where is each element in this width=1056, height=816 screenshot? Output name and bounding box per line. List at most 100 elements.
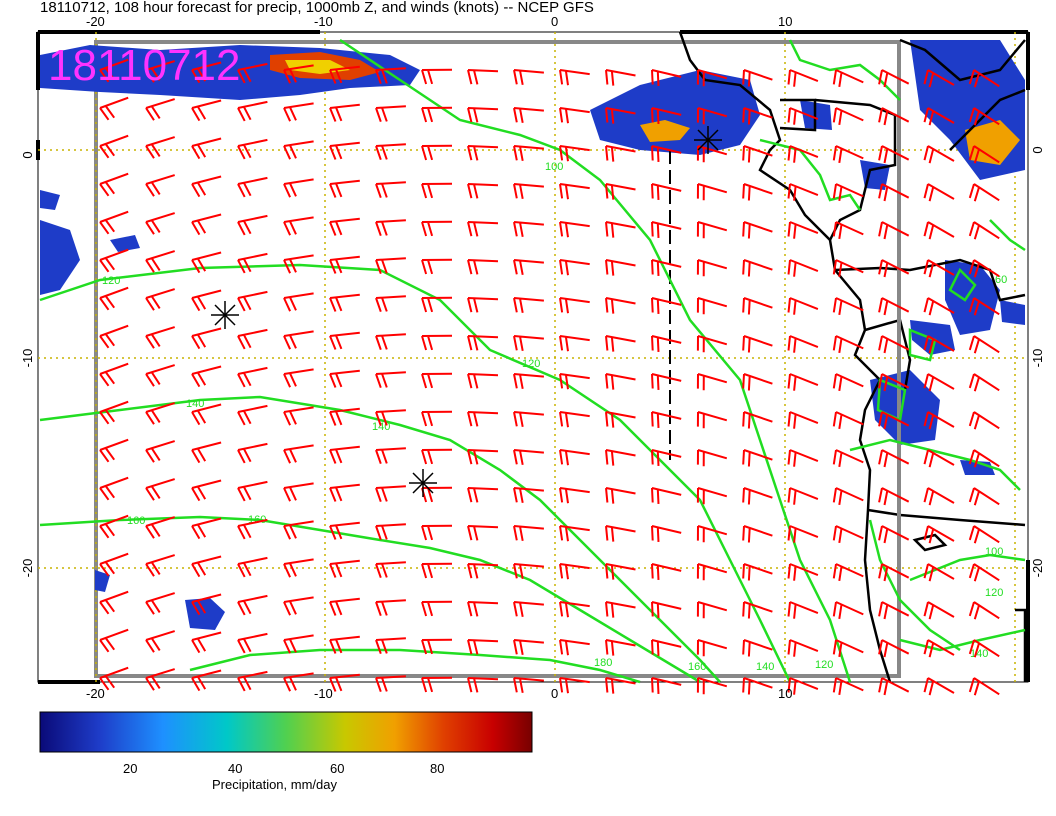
wind-barb [651,411,682,428]
wind-barb [191,669,222,692]
wind-barb [467,297,499,313]
wind-barb [191,327,222,350]
wind-barb [787,107,819,125]
wind-barb [923,335,955,354]
contour-label: 140 [970,648,988,660]
wind-barb [375,485,406,503]
wind-barb [742,297,773,315]
wind-barb [968,259,1000,278]
contour-label: 100 [545,161,563,173]
wind-barb [421,524,453,541]
wind-barb [375,257,406,275]
island-1 [912,533,948,552]
wind-barb [559,145,590,162]
wind-barb [513,107,544,123]
wind-barb [145,212,175,235]
wind-barb [283,520,314,540]
precip-blob-w3 [110,235,140,252]
contour-coast-5 [909,553,1026,582]
wind-barb [878,335,910,354]
wind-barb [878,639,910,658]
top-tick: 10 [778,14,792,29]
wind-barb [513,449,544,465]
contour-coast-9 [908,328,937,362]
left-tick: 0 [20,151,35,158]
wind-barb [832,677,864,696]
contour-label: 160 [127,515,145,527]
wind-barbs [99,58,1000,696]
wind-barb [605,449,636,466]
wind-barb [696,563,728,581]
wind-barb [467,411,499,427]
wind-barb [283,444,314,464]
wind-barb [421,600,453,617]
precip-blob-e5 [960,460,995,475]
wind-barb [878,601,910,620]
wind-barb [237,138,268,160]
wind-barb [651,69,682,86]
wind-barb [329,65,360,84]
wind-barb [651,601,682,618]
wind-barb [99,58,129,83]
colorbar-tick: 60 [330,761,344,776]
wind-barb [99,400,129,425]
wind-barb [651,525,682,542]
wind-barb [787,183,819,201]
asterisk-marker [211,301,239,329]
precip-blob-w5 [95,570,110,592]
wind-barb [99,96,129,121]
wind-barb [237,442,268,464]
wind-barb [832,449,864,468]
wind-barb [467,107,499,123]
wind-barb [559,411,590,428]
wind-barb [99,286,129,311]
wind-barb [99,324,129,349]
wind-barb [696,487,728,505]
wind-barb [513,259,544,275]
wind-barb [237,290,268,312]
wind-barb [329,597,360,616]
wind-barb [191,289,222,312]
wind-barb [923,525,955,544]
wind-barb [605,411,636,428]
wind-barb [191,61,222,84]
wind-barb [968,639,1000,658]
wind-barb [283,292,314,312]
wind-barb [651,183,682,200]
wind-barb [421,562,453,579]
wind-barb [878,525,910,544]
wind-barb [651,639,682,656]
wind-barb [605,69,636,86]
wind-barb [923,221,955,240]
wind-barb [283,482,314,502]
wind-barb [742,335,773,353]
wind-barb [375,219,406,237]
wind-barb [467,639,499,655]
wind-barb [696,411,728,429]
wind-barb [696,449,728,467]
wind-barb [467,677,499,693]
contour-label: 140 [372,421,390,433]
wind-barb [651,297,682,314]
wind-barb [605,639,636,656]
contour-label: 120 [815,659,833,671]
right-tick: -10 [1030,349,1045,368]
wind-barb [375,447,406,465]
wind-barb [237,518,268,540]
wind-barb [742,183,773,201]
wind-barb [99,210,129,235]
wind-barb [787,601,819,619]
wind-barb [696,373,728,391]
wind-barb [651,373,682,390]
wind-barb [467,601,499,617]
wind-barb [283,102,314,122]
wind-barb [513,335,544,351]
wind-barb [329,635,360,654]
wind-barb [742,601,773,619]
wind-barb [923,145,955,164]
wind-barb [559,335,590,352]
contour-160-a [39,515,701,684]
wind-barb [968,221,1000,240]
wind-barb [145,174,175,197]
wind-barb [421,296,453,313]
